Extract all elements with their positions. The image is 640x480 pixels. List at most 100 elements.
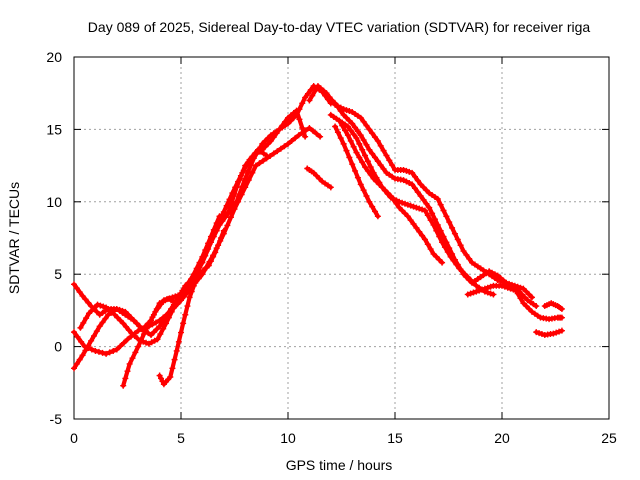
satellite-track-14: [533, 327, 565, 339]
data-point: [128, 314, 135, 321]
data-point: [224, 222, 231, 229]
data-point: [470, 279, 477, 286]
data-point: [124, 368, 131, 375]
data-point: [146, 319, 153, 326]
data-point: [401, 200, 408, 207]
data-point: [285, 120, 291, 127]
data-point: [533, 329, 540, 336]
data-point: [153, 319, 160, 326]
data-point: [424, 241, 431, 248]
data-point: [312, 87, 319, 94]
data-point: [76, 289, 83, 296]
data-point: [256, 160, 263, 167]
data-point: [302, 127, 309, 134]
data-point: [100, 303, 107, 310]
satellite-track-7: [304, 165, 334, 191]
data-point: [123, 323, 130, 330]
y-tick-label: 0: [54, 339, 62, 355]
data-point: [71, 365, 77, 372]
data-point: [295, 132, 302, 139]
data-point: [420, 184, 427, 191]
data-point: [459, 268, 466, 275]
data-point: [135, 327, 142, 334]
data-point: [372, 154, 379, 161]
data-point: [366, 146, 373, 153]
data-point: [160, 325, 167, 332]
data-point: [430, 250, 437, 257]
data-point: [153, 326, 160, 333]
plot-frame: [73, 56, 610, 420]
data-point: [357, 114, 364, 121]
data-point: [349, 161, 356, 168]
data-point: [158, 301, 165, 308]
data-point: [122, 308, 129, 315]
data-point: [464, 291, 471, 298]
data-point: [558, 327, 565, 334]
data-point: [125, 327, 132, 334]
data-point: [91, 304, 98, 311]
data-point: [265, 135, 272, 142]
data-point: [353, 149, 360, 156]
data-point: [421, 207, 428, 214]
data-point: [79, 292, 86, 299]
data-point: [337, 108, 344, 115]
data-point: [467, 276, 474, 283]
data-point: [175, 338, 182, 345]
data-point: [186, 294, 193, 301]
data-point: [513, 287, 520, 294]
data-point: [427, 246, 434, 253]
data-point: [79, 352, 86, 359]
data-point: [174, 299, 181, 306]
data-point: [538, 331, 545, 338]
satellite-track-6: [156, 227, 227, 388]
satellite-track-5: [120, 146, 270, 389]
data-point: [353, 135, 360, 142]
data-point: [386, 157, 393, 164]
data-point: [313, 172, 320, 179]
data-point: [362, 152, 369, 159]
data-point: [88, 337, 95, 344]
data-point: [470, 289, 477, 296]
data-point: [99, 349, 106, 356]
data-point: [336, 117, 343, 124]
data-point: [238, 191, 245, 198]
data-point: [417, 193, 424, 200]
data-point: [464, 274, 471, 281]
data-point: [183, 283, 190, 290]
data-point: [379, 184, 386, 191]
data-point: [556, 328, 563, 335]
data-point: [178, 329, 184, 336]
data-point: [111, 311, 118, 318]
data-point: [533, 303, 540, 310]
data-point: [235, 178, 242, 185]
data-point: [277, 145, 284, 152]
data-point: [352, 124, 359, 131]
data-point: [88, 307, 95, 314]
data-point: [88, 346, 95, 353]
data-point: [354, 128, 361, 135]
data-point: [240, 167, 247, 174]
data-point: [296, 116, 303, 123]
data-point: [343, 107, 350, 114]
data-point: [456, 265, 463, 272]
data-point: [364, 167, 371, 174]
data-point: [410, 203, 417, 210]
data-point: [252, 150, 259, 157]
data-point: [340, 111, 347, 118]
data-point: [463, 251, 470, 258]
data-point: [419, 232, 426, 239]
data-point: [374, 158, 381, 165]
data-point: [114, 314, 121, 321]
data-point: [359, 146, 366, 153]
data-point: [103, 350, 110, 357]
data-point: [437, 201, 444, 208]
data-point: [400, 166, 407, 173]
data-point: [212, 249, 219, 256]
data-point: [360, 137, 367, 144]
data-point: [517, 284, 524, 291]
data-point: [171, 356, 178, 363]
x-axis-label: GPS time / hours: [286, 457, 393, 473]
data-point: [384, 190, 391, 197]
data-point: [350, 143, 357, 150]
data-point: [399, 207, 406, 214]
